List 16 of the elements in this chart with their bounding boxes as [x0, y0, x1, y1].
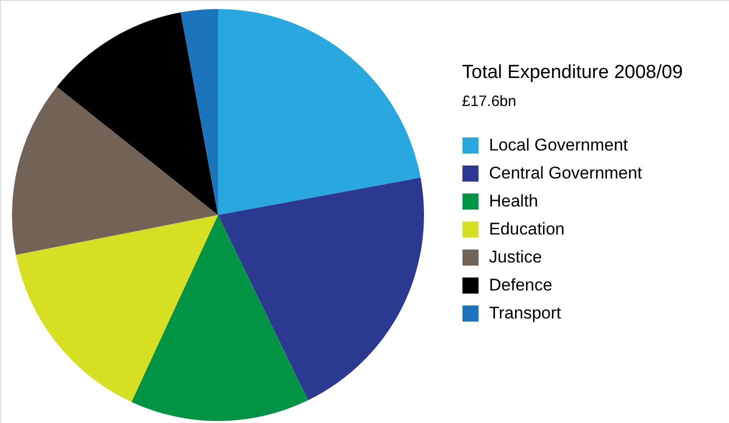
pie-slice — [56, 12, 218, 215]
pie-slice — [131, 215, 308, 421]
pie-slice — [16, 215, 218, 402]
text: £17.6bn — [462, 93, 516, 110]
legend-label: Local Government — [489, 136, 628, 154]
text: Total Expenditure 2008/09 — [462, 62, 683, 83]
legend-label: Central Government — [489, 164, 642, 182]
pie-slice — [218, 9, 421, 215]
legend-label: Health — [489, 192, 538, 210]
legend-label: Transport — [489, 304, 562, 322]
legend-label: Education — [489, 220, 565, 238]
pie-slice — [180, 9, 218, 215]
legend-label: Defence — [489, 276, 552, 294]
pie-slice — [218, 178, 424, 400]
pie-slice — [12, 86, 218, 255]
legend-label: Justice — [489, 248, 542, 266]
